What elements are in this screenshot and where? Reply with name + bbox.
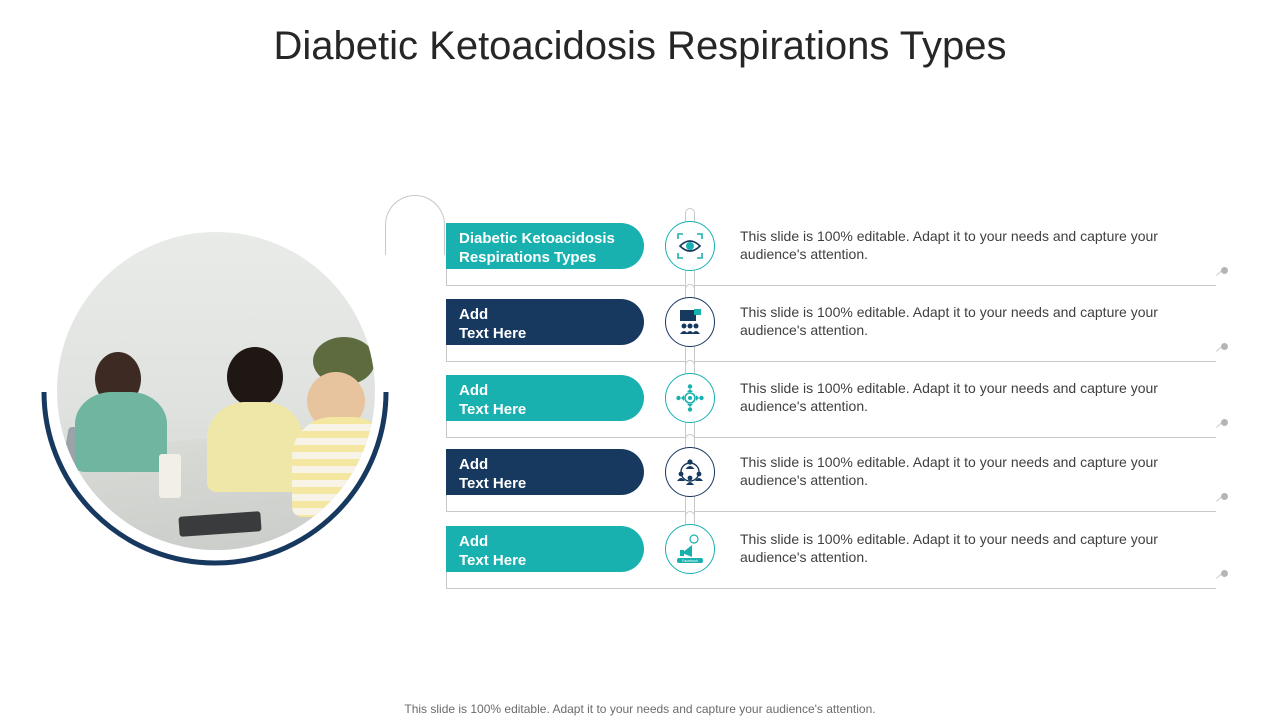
- list-item: Add Text Here Facebook This slide is 100…: [446, 511, 1236, 596]
- slide-title: Diabetic Ketoacidosis Respirations Types: [273, 24, 1007, 68]
- row-description: This slide is 100% editable. Adapt it to…: [740, 380, 1158, 414]
- list-item: Add Text Here This slide is 100% editabl…: [446, 434, 1236, 527]
- timeline-rail-top: [385, 195, 445, 255]
- list-item: Add Text Here This slide is 100% editabl…: [446, 360, 1236, 453]
- row-label-pill: Diabetic Ketoacidosis Respirations Types: [446, 223, 644, 269]
- row-description: This slide is 100% editable. Adapt it to…: [740, 454, 1158, 488]
- row-description: This slide is 100% editable. Adapt it to…: [740, 531, 1158, 565]
- row-label: Add Text Here: [459, 306, 527, 342]
- row-label: Add Text Here: [459, 382, 527, 418]
- row-label: Add Text Here: [459, 456, 527, 492]
- row-description: This slide is 100% editable. Adapt it to…: [740, 304, 1158, 338]
- row-label-pill: Add Text Here: [446, 526, 644, 572]
- megaphone-ad-icon: Facebook: [665, 524, 715, 574]
- row-label: Add Text Here: [459, 533, 527, 569]
- list-item: Add Text Here This slide is 100% editabl…: [446, 284, 1236, 377]
- row-description: This slide is 100% editable. Adapt it to…: [740, 228, 1158, 262]
- eye-scan-icon: [665, 221, 715, 271]
- row-label: Diabetic Ketoacidosis Respirations Types: [459, 230, 615, 266]
- row-label-pill: Add Text Here: [446, 375, 644, 421]
- target-audience-icon: [665, 373, 715, 423]
- team-meeting-photo: [57, 232, 375, 550]
- row-label-pill: Add Text Here: [446, 299, 644, 345]
- row-label-pill: Add Text Here: [446, 449, 644, 495]
- footer-note: This slide is 100% editable. Adapt it to…: [404, 702, 876, 716]
- group-network-icon: [665, 447, 715, 497]
- presentation-team-icon: [665, 297, 715, 347]
- list-item: Diabetic Ketoacidosis Respirations Types…: [446, 208, 1236, 301]
- facebook-badge-text: Facebook: [682, 559, 698, 563]
